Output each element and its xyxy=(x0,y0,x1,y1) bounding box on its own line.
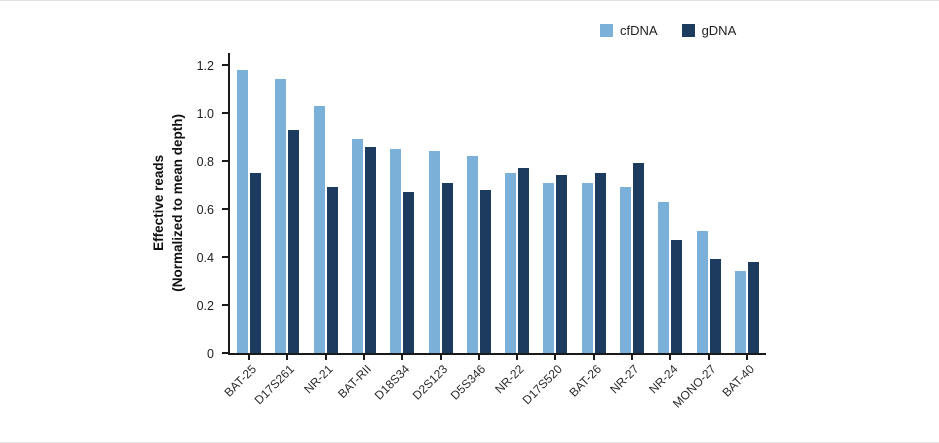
y-tick-mark xyxy=(222,112,228,114)
x-tick-mark xyxy=(248,355,251,360)
y-tick-mark xyxy=(222,256,228,258)
x-tick-label: NR-27 xyxy=(607,362,642,397)
bar-gdna-D18S34 xyxy=(403,192,415,353)
bar-group-D18S34: D18S34 xyxy=(372,53,421,403)
legend-label-gdna: gDNA xyxy=(701,23,737,38)
x-tick-label: D18S34 xyxy=(371,362,413,403)
bar-group-D2S123: D2S123 xyxy=(410,53,459,403)
x-tick-label: BAT-RII xyxy=(334,362,374,401)
legend-item-cfdna: cfDNA xyxy=(600,23,658,38)
bar-cfdna-MONO-27 xyxy=(696,230,708,353)
y-tick-mark xyxy=(222,64,228,66)
bar-group-MONO-27: MONO-27 xyxy=(670,53,727,411)
bar-cfdna-D18S34 xyxy=(390,149,402,353)
y-tick-label: 0.6 xyxy=(196,203,214,217)
x-tick-mark xyxy=(286,355,289,360)
x-tick-mark xyxy=(707,355,710,360)
bar-cfdna-BAT-RII xyxy=(351,139,363,353)
bar-gdna-MONO-27 xyxy=(709,259,721,353)
y-tick-label: 1.2 xyxy=(196,59,214,73)
bar-gdna-NR-27 xyxy=(632,163,644,353)
bar-group-D17S520: D17S520 xyxy=(520,53,574,407)
bar-cfdna-BAT-26 xyxy=(581,182,593,353)
x-tick-label: D5S346 xyxy=(448,362,489,403)
bar-gdna-D17S520 xyxy=(556,175,568,353)
bar-cfdna-D17S520 xyxy=(543,182,555,353)
bar-cfdna-D2S123 xyxy=(428,151,440,353)
legend-item-gdna: gDNA xyxy=(681,23,737,38)
bar-group-NR-27: NR-27 xyxy=(607,53,651,396)
bar-cfdna-BAT-40 xyxy=(734,271,746,353)
x-tick-mark xyxy=(669,355,672,360)
x-tick-mark xyxy=(439,355,442,360)
bar-gdna-NR-22 xyxy=(518,168,530,353)
x-tick-mark xyxy=(477,355,480,360)
x-tick-label: NR-24 xyxy=(645,362,681,397)
x-tick-label: D17S520 xyxy=(520,362,566,408)
x-tick-mark xyxy=(745,355,748,360)
bar-groups: BAT-25 D17S261 NR-21 BAT-RII D18S34 D2S123 D5S… xyxy=(221,53,766,411)
legend: cfDNA gDNA xyxy=(600,23,736,38)
bar-group-NR-22: NR-22 xyxy=(493,53,536,396)
x-tick-mark xyxy=(401,355,404,360)
bar-cfdna-D17S261 xyxy=(275,79,287,353)
bar-group-NR-24: NR-24 xyxy=(646,53,689,396)
bar-gdna-NR-24 xyxy=(671,240,683,353)
bar-gdna-NR-21 xyxy=(326,187,338,353)
bar-gdna-BAT-25 xyxy=(250,173,262,353)
bar-group-NR-21: NR-21 xyxy=(301,53,345,396)
bar-group-BAT-26: BAT-26 xyxy=(566,53,613,400)
x-tick-label: BAT-26 xyxy=(565,362,604,400)
y-tick-label: 0.4 xyxy=(196,251,214,265)
x-tick-label: D17S261 xyxy=(252,362,298,408)
bar-group-D5S346: D5S346 xyxy=(448,53,498,403)
bar-gdna-D17S261 xyxy=(288,129,300,353)
bar-cfdna-NR-27 xyxy=(619,187,631,353)
bar-cfdna-D5S346 xyxy=(466,156,478,353)
bar-gdna-D2S123 xyxy=(441,182,453,353)
x-tick-label: BAT-40 xyxy=(719,362,757,400)
legend-swatch-cfdna xyxy=(600,24,613,37)
bar-group-D17S261: D17S261 xyxy=(252,53,306,407)
y-tick-mark xyxy=(222,352,228,354)
legend-label-cfdna: cfDNA xyxy=(620,23,658,38)
x-tick-mark xyxy=(516,355,519,360)
bar-cfdna-NR-24 xyxy=(658,201,670,353)
x-tick-label: NR-22 xyxy=(492,362,528,397)
x-tick-mark xyxy=(630,355,633,360)
y-tick-mark xyxy=(222,160,228,162)
legend-swatch-gdna xyxy=(681,24,695,37)
bar-gdna-BAT-26 xyxy=(594,173,606,353)
y-tick-label: 0.8 xyxy=(196,155,214,169)
y-tick-mark xyxy=(222,304,228,306)
x-tick-label: NR-21 xyxy=(301,362,336,397)
y-tick-mark xyxy=(222,208,228,210)
bar-group-BAT-40: BAT-40 xyxy=(719,53,766,400)
x-tick-mark xyxy=(362,355,365,360)
bar-cfdna-NR-21 xyxy=(313,105,325,353)
x-tick-label: D2S123 xyxy=(409,362,451,403)
plot-area: 0 0.2 0.4 0.6 0.8 1.0 1.2 BAT-25 D17S261 NR-21 BAT… xyxy=(197,53,766,411)
bar-cfdna-NR-22 xyxy=(505,173,517,353)
bar-gdna-BAT-RII xyxy=(364,146,376,353)
y-tick-label: 0 xyxy=(207,347,214,361)
bar-cfdna-BAT-25 xyxy=(237,69,249,353)
x-tick-mark xyxy=(592,355,595,360)
x-tick-mark xyxy=(324,355,327,360)
y-tick-label: 0.2 xyxy=(196,299,214,313)
x-tick-mark xyxy=(554,355,557,360)
bar-group-BAT-RII: BAT-RII xyxy=(335,53,383,401)
y-tick-label: 1.0 xyxy=(196,107,214,121)
bar-gdna-BAT-40 xyxy=(747,261,759,353)
bar-group-BAT-25: BAT-25 xyxy=(221,53,268,400)
bar-gdna-D5S346 xyxy=(479,189,491,353)
